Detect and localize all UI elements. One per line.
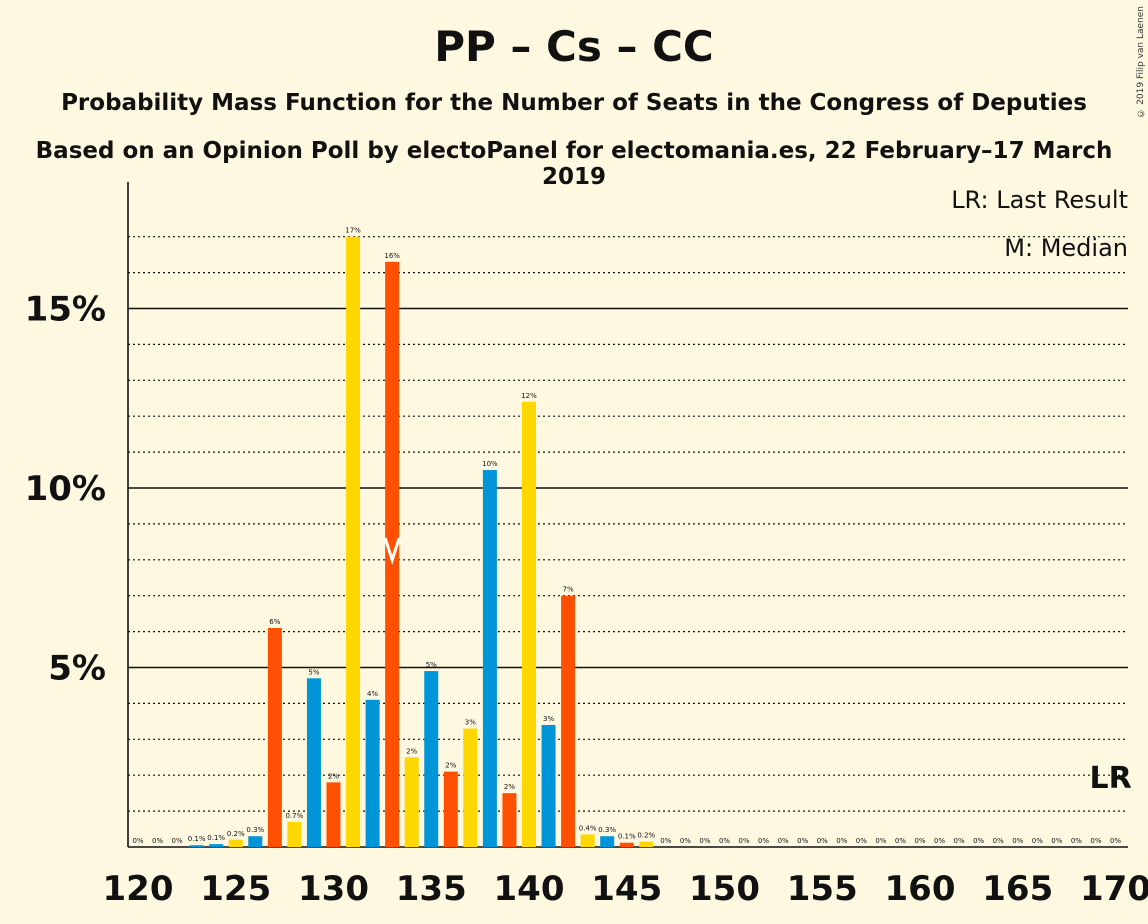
bar-value-label: 0.2% [227, 830, 245, 838]
x-tick-label: 170 [1080, 869, 1148, 909]
bar-seat-139 [502, 793, 517, 847]
x-tick-label: 130 [298, 869, 369, 909]
bar-value-label: 0% [1071, 837, 1082, 845]
bar-value-label: 0% [719, 837, 730, 845]
legend-median: M: Median [1004, 234, 1128, 262]
bar-value-label: 0% [172, 837, 183, 845]
chart-source-subtitle: Based on an Opinion Poll by electoPanel … [35, 138, 1113, 190]
bar-value-label: 2% [328, 772, 339, 780]
bar-seat-137 [463, 728, 478, 847]
bar-seat-146 [639, 841, 654, 847]
bar-value-label: 17% [345, 227, 361, 235]
bar-seat-134 [404, 757, 419, 847]
bar-value-label: 0.1% [618, 833, 636, 841]
bar-value-label: 0.3% [598, 826, 616, 834]
bar-value-label: 0.1% [188, 835, 206, 843]
bar-value-label: 2% [504, 783, 515, 791]
bar-seat-129 [306, 678, 321, 847]
bar-seat-131 [346, 236, 361, 847]
bar-value-label: 0% [1110, 837, 1121, 845]
bar-value-label: 0% [1051, 837, 1062, 845]
chart-subtitle: Probability Mass Function for the Number… [61, 90, 1087, 116]
bar-seat-123 [189, 845, 204, 847]
bar-value-label: 0% [1032, 837, 1043, 845]
bar-value-label: 0% [934, 837, 945, 845]
bar-value-label: 0% [738, 837, 749, 845]
bar-value-label: 0% [778, 837, 789, 845]
x-tick-label: 155 [787, 869, 858, 909]
bar-value-label: 12% [521, 392, 537, 400]
bar-seat-140 [522, 401, 536, 847]
x-tick-label: 145 [591, 869, 662, 909]
x-tick-label: 135 [396, 869, 467, 909]
bar-seat-142 [561, 595, 576, 847]
y-tick-label: 5% [48, 649, 106, 689]
bar-value-label: 3% [465, 719, 476, 727]
bar-value-label: 16% [384, 252, 400, 260]
bar-seat-125 [228, 839, 243, 847]
y-tick-label: 15% [25, 290, 106, 330]
bar-value-label: 0% [797, 837, 808, 845]
bar-value-label: 0.1% [207, 834, 225, 842]
bar-value-label: 0% [973, 837, 984, 845]
bar-seat-136 [443, 771, 458, 847]
bar-seat-133 [385, 261, 400, 848]
x-tick-label: 120 [103, 869, 174, 909]
bar-seat-138 [482, 470, 497, 847]
x-tick-label: 150 [689, 869, 760, 909]
bar-value-label: 0% [680, 837, 691, 845]
bar-seat-145 [619, 842, 634, 847]
bar-value-label: 0% [836, 837, 847, 845]
bar-value-label: 7% [563, 586, 574, 594]
last-result-marker: LR [1090, 761, 1132, 796]
bar-seat-135 [424, 671, 439, 847]
bar-seat-128 [287, 821, 302, 847]
bar-value-label: 0% [1012, 837, 1023, 845]
x-tick-label: 140 [494, 869, 565, 909]
bar-value-label: 0% [875, 837, 886, 845]
bar-value-label: 10% [482, 460, 498, 468]
bar-value-label: 0% [954, 837, 965, 845]
bar-seat-144 [600, 836, 615, 847]
x-tick-label: 165 [982, 869, 1053, 909]
bar-value-label: 0% [660, 837, 671, 845]
chart-title: PP – Cs – CC [434, 22, 714, 71]
bar-value-label: 5% [426, 661, 437, 669]
bar-seat-141 [541, 724, 556, 847]
y-tick-label: 10% [25, 469, 106, 509]
bar-value-label: 3% [543, 715, 554, 723]
x-tick-label: 125 [200, 869, 271, 909]
bar-value-label: 0% [914, 837, 925, 845]
bar-seat-127 [267, 628, 282, 847]
bar-value-label: 0% [856, 837, 867, 845]
bar-value-label: 0% [152, 837, 163, 845]
x-tick-label: 160 [885, 869, 956, 909]
bar-value-label: 0% [895, 837, 906, 845]
bar-value-label: 0.4% [579, 824, 597, 832]
bar-seat-130 [326, 782, 341, 847]
bar-value-label: 0.2% [637, 832, 655, 840]
bar-seat-132 [365, 699, 380, 847]
bar-value-label: 0% [1090, 837, 1101, 845]
bar-value-label: 4% [367, 690, 378, 698]
bar-value-label: 2% [406, 747, 417, 755]
bar-seat-126 [248, 836, 263, 847]
bar-value-label: 2% [445, 762, 456, 770]
bar-value-label: 0.7% [286, 812, 304, 820]
bar-value-label: 0% [993, 837, 1004, 845]
bar-value-label: 0.3% [246, 826, 264, 834]
bar-value-label: 0% [699, 837, 710, 845]
bar-value-label: 0% [758, 837, 769, 845]
bar-value-label: 5% [308, 668, 319, 676]
bar-value-label: 0% [817, 837, 828, 845]
median-marker [383, 537, 401, 565]
bar-value-label: 6% [269, 618, 280, 626]
bar-seat-143 [580, 834, 595, 847]
bar-value-label: 0% [132, 837, 143, 845]
bar-seat-124 [209, 844, 224, 847]
legend-last-result: LR: Last Result [951, 186, 1128, 214]
